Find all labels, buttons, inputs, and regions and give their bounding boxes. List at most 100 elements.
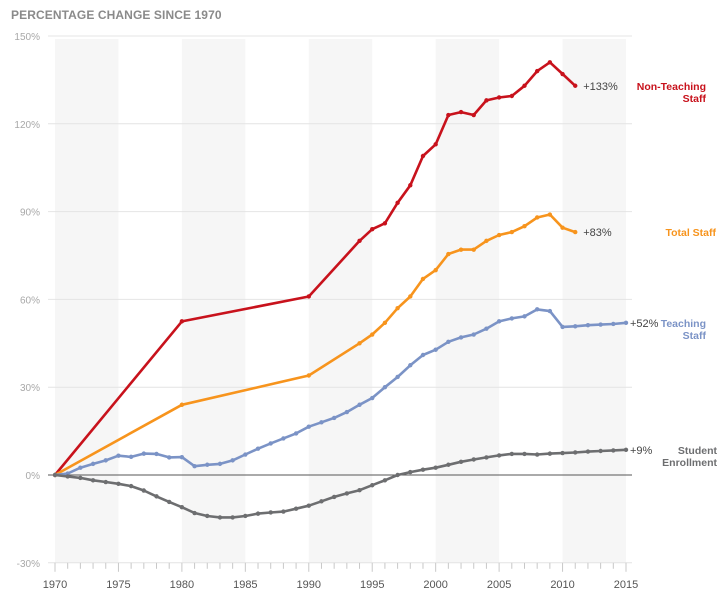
data-point bbox=[306, 424, 311, 429]
data-point bbox=[281, 509, 286, 514]
data-point bbox=[116, 481, 121, 486]
data-point bbox=[90, 461, 96, 467]
data-point bbox=[484, 238, 489, 244]
data-point bbox=[560, 71, 565, 77]
data-point bbox=[370, 483, 375, 488]
legend-label: Staff bbox=[683, 93, 707, 105]
data-point bbox=[116, 453, 121, 458]
data-point bbox=[78, 465, 83, 470]
data-point bbox=[560, 450, 565, 456]
data-point bbox=[281, 436, 286, 441]
data-point bbox=[522, 224, 527, 229]
shaded-band bbox=[55, 39, 119, 563]
data-point bbox=[547, 212, 553, 217]
data-point bbox=[179, 504, 185, 510]
data-point bbox=[585, 449, 591, 454]
data-point bbox=[395, 305, 400, 311]
data-point bbox=[573, 324, 578, 329]
data-point bbox=[458, 109, 464, 115]
shaded-band bbox=[308, 39, 373, 563]
y-tick-label: -30% bbox=[17, 559, 40, 570]
data-point bbox=[611, 448, 616, 453]
data-point bbox=[357, 341, 362, 346]
shaded-band bbox=[562, 39, 626, 563]
data-point bbox=[128, 454, 134, 460]
data-point bbox=[243, 452, 248, 457]
data-point bbox=[433, 142, 438, 147]
data-point bbox=[547, 308, 553, 314]
data-point bbox=[484, 326, 489, 331]
data-point bbox=[534, 68, 540, 74]
legend-label: Staff bbox=[683, 330, 707, 342]
data-point bbox=[420, 276, 426, 282]
y-tick-label: 150% bbox=[14, 32, 40, 43]
data-point bbox=[205, 462, 210, 467]
data-point bbox=[192, 464, 197, 469]
data-point bbox=[154, 494, 159, 499]
end-value-label: +83% bbox=[583, 227, 612, 239]
data-point bbox=[496, 453, 502, 458]
data-point bbox=[420, 352, 426, 358]
data-point bbox=[205, 513, 210, 519]
data-point bbox=[331, 494, 337, 500]
legend-label: Enrollment bbox=[662, 457, 717, 469]
data-point bbox=[560, 324, 565, 330]
data-point bbox=[306, 294, 311, 299]
data-point bbox=[192, 510, 197, 516]
data-point bbox=[52, 472, 58, 478]
data-point bbox=[293, 431, 299, 436]
data-point bbox=[509, 229, 514, 235]
data-point bbox=[103, 479, 108, 485]
data-point bbox=[382, 221, 388, 226]
data-point bbox=[484, 98, 489, 103]
data-point bbox=[319, 499, 324, 504]
y-tick-label: 30% bbox=[20, 383, 40, 394]
x-tick-label: 2005 bbox=[487, 579, 511, 591]
data-point bbox=[509, 316, 514, 321]
data-point bbox=[179, 319, 185, 324]
data-point bbox=[167, 499, 172, 505]
data-point bbox=[217, 461, 223, 467]
data-point bbox=[78, 475, 83, 481]
data-point bbox=[370, 332, 375, 337]
y-tick-label: 60% bbox=[20, 295, 40, 306]
data-point bbox=[103, 458, 108, 463]
legend-label: Non-Teaching bbox=[637, 81, 706, 93]
data-point bbox=[446, 112, 451, 118]
x-tick-label: 1975 bbox=[106, 579, 130, 591]
data-point bbox=[585, 322, 591, 328]
data-point bbox=[534, 215, 540, 220]
data-point bbox=[306, 373, 311, 378]
data-point bbox=[573, 450, 578, 455]
data-point bbox=[306, 503, 311, 508]
data-point bbox=[420, 153, 426, 159]
data-point bbox=[408, 294, 413, 299]
data-point bbox=[217, 515, 223, 520]
data-point bbox=[534, 452, 540, 457]
data-point bbox=[357, 402, 362, 407]
data-point bbox=[522, 314, 527, 319]
data-point bbox=[319, 420, 324, 425]
data-point bbox=[408, 183, 413, 188]
data-point bbox=[408, 363, 413, 368]
end-value-label: +9% bbox=[630, 445, 653, 457]
series-line-teaching-staff bbox=[54, 308, 627, 477]
data-point bbox=[268, 441, 273, 446]
data-point bbox=[141, 488, 147, 493]
data-point bbox=[471, 332, 476, 337]
end-value-label: +52% bbox=[630, 318, 659, 330]
legend-label: Teaching bbox=[661, 318, 706, 330]
data-point bbox=[446, 339, 451, 345]
data-point bbox=[293, 506, 299, 511]
data-point bbox=[395, 472, 400, 478]
data-point bbox=[433, 465, 438, 470]
data-point bbox=[255, 446, 261, 451]
x-tick-label: 1990 bbox=[297, 579, 321, 591]
data-point bbox=[167, 455, 172, 460]
x-tick-label: 1970 bbox=[43, 579, 67, 591]
data-point bbox=[471, 457, 476, 462]
data-point bbox=[471, 247, 476, 252]
data-point bbox=[382, 320, 388, 326]
data-point bbox=[408, 469, 413, 475]
